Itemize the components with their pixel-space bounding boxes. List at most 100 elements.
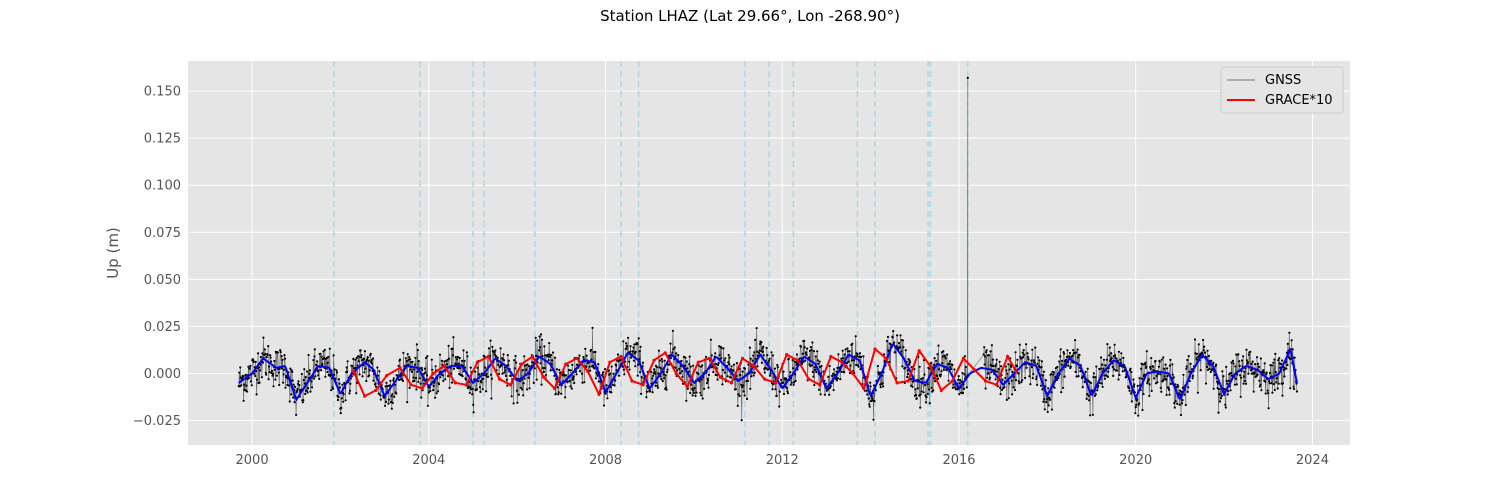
gnss-point [786,390,789,393]
gnss-point [909,361,912,364]
gnss-point [506,384,509,387]
gnss-point [437,383,441,386]
x-tick-label: 2024 [1296,453,1329,468]
gnss-point [964,365,968,369]
gnss-point [660,378,663,381]
gnss-point [936,353,939,356]
gnss-point [1245,348,1248,351]
gnss-point [1168,393,1171,396]
gnss-point [937,344,940,347]
gnss-point [297,380,300,383]
gnss-point [605,384,608,387]
gnss-point [267,378,270,381]
gnss-point [1195,352,1198,355]
gnss-point [714,352,717,355]
legend-box [1220,66,1344,114]
legend-gnss-label: GNSS [1265,73,1301,88]
gnss-point [1205,365,1209,369]
gnss-point [676,369,679,372]
gnss-point [1017,372,1020,375]
gnss-point [273,368,276,371]
gnss-point [1224,403,1227,406]
gnss-point [836,377,840,380]
gnss-point [256,378,259,381]
gnss-point [1029,383,1032,386]
grace-point [685,385,689,389]
gnss-point [536,339,539,342]
gnss-point [1292,385,1295,388]
gnss-point [1106,375,1109,378]
gnss-point [692,391,696,395]
gnss-point [312,377,315,380]
gnss-point [471,393,474,396]
gnss-point [1004,376,1007,380]
gnss-point [1035,377,1038,381]
gnss-point [406,353,409,356]
gnss-point [1012,386,1015,389]
gnss-point [1222,375,1225,378]
gnss-point [447,375,450,378]
gnss-point [654,372,657,375]
gnss-point [1130,371,1133,374]
gnss-point [1095,365,1098,368]
gnss-point [308,372,311,375]
gnss-point [282,373,285,376]
gnss-point [432,384,435,387]
gnss-point [1268,372,1272,375]
gnss-point [391,401,394,404]
gnss-point [934,380,937,383]
gnss-point [778,390,781,393]
gnss-point [1015,364,1019,368]
gnss-point [1206,349,1209,352]
gnss-point [243,383,246,386]
gnss-point [769,372,772,375]
gnss-point [961,391,965,395]
gnss-point [305,389,308,392]
gnss-point [669,342,672,345]
gnss-point [578,354,581,357]
gnss-point [462,349,465,352]
gnss-point [543,345,546,348]
gnss-point [271,374,274,377]
gnss-point [1004,365,1008,368]
gnss-point [500,364,503,367]
gnss-point [419,382,422,385]
gnss-point [843,371,846,374]
gnss-point [1264,392,1267,395]
gnss-point [794,361,798,364]
gnss-smooth-series [238,342,1298,402]
gnss-point [1277,359,1280,362]
gnss-point [389,401,392,404]
gnss-point [984,355,987,358]
gnss-point [1167,388,1171,391]
gnss-point [249,364,252,367]
gnss-point [501,372,504,375]
gnss-point [1267,407,1270,410]
gnss-point [451,354,454,357]
gnss-point [514,354,517,358]
gnss-point [699,391,702,394]
gnss-point [1107,370,1110,373]
gnss-point [313,348,316,351]
gnss-point [485,390,488,393]
gnss-point [949,368,953,371]
gnss-point [1030,359,1033,362]
gnss-point [1234,377,1237,380]
gnss-point [1274,371,1277,374]
gnss-point [1163,367,1166,370]
gnss-point [412,376,415,379]
gnss-point [1113,343,1116,346]
gnss-point [1227,390,1230,393]
gnss-point [553,356,557,359]
gnss-point [896,334,899,337]
gnss-point [1093,394,1096,397]
gnss-point [940,370,943,373]
gnss-point [1227,379,1230,382]
gnss-point [1060,363,1063,366]
gnss-point [564,374,568,377]
gnss-point [1011,393,1014,396]
gnss-point [1186,358,1189,362]
grace-point [597,392,601,396]
gnss-point [332,387,335,390]
gnss-point [535,354,538,357]
